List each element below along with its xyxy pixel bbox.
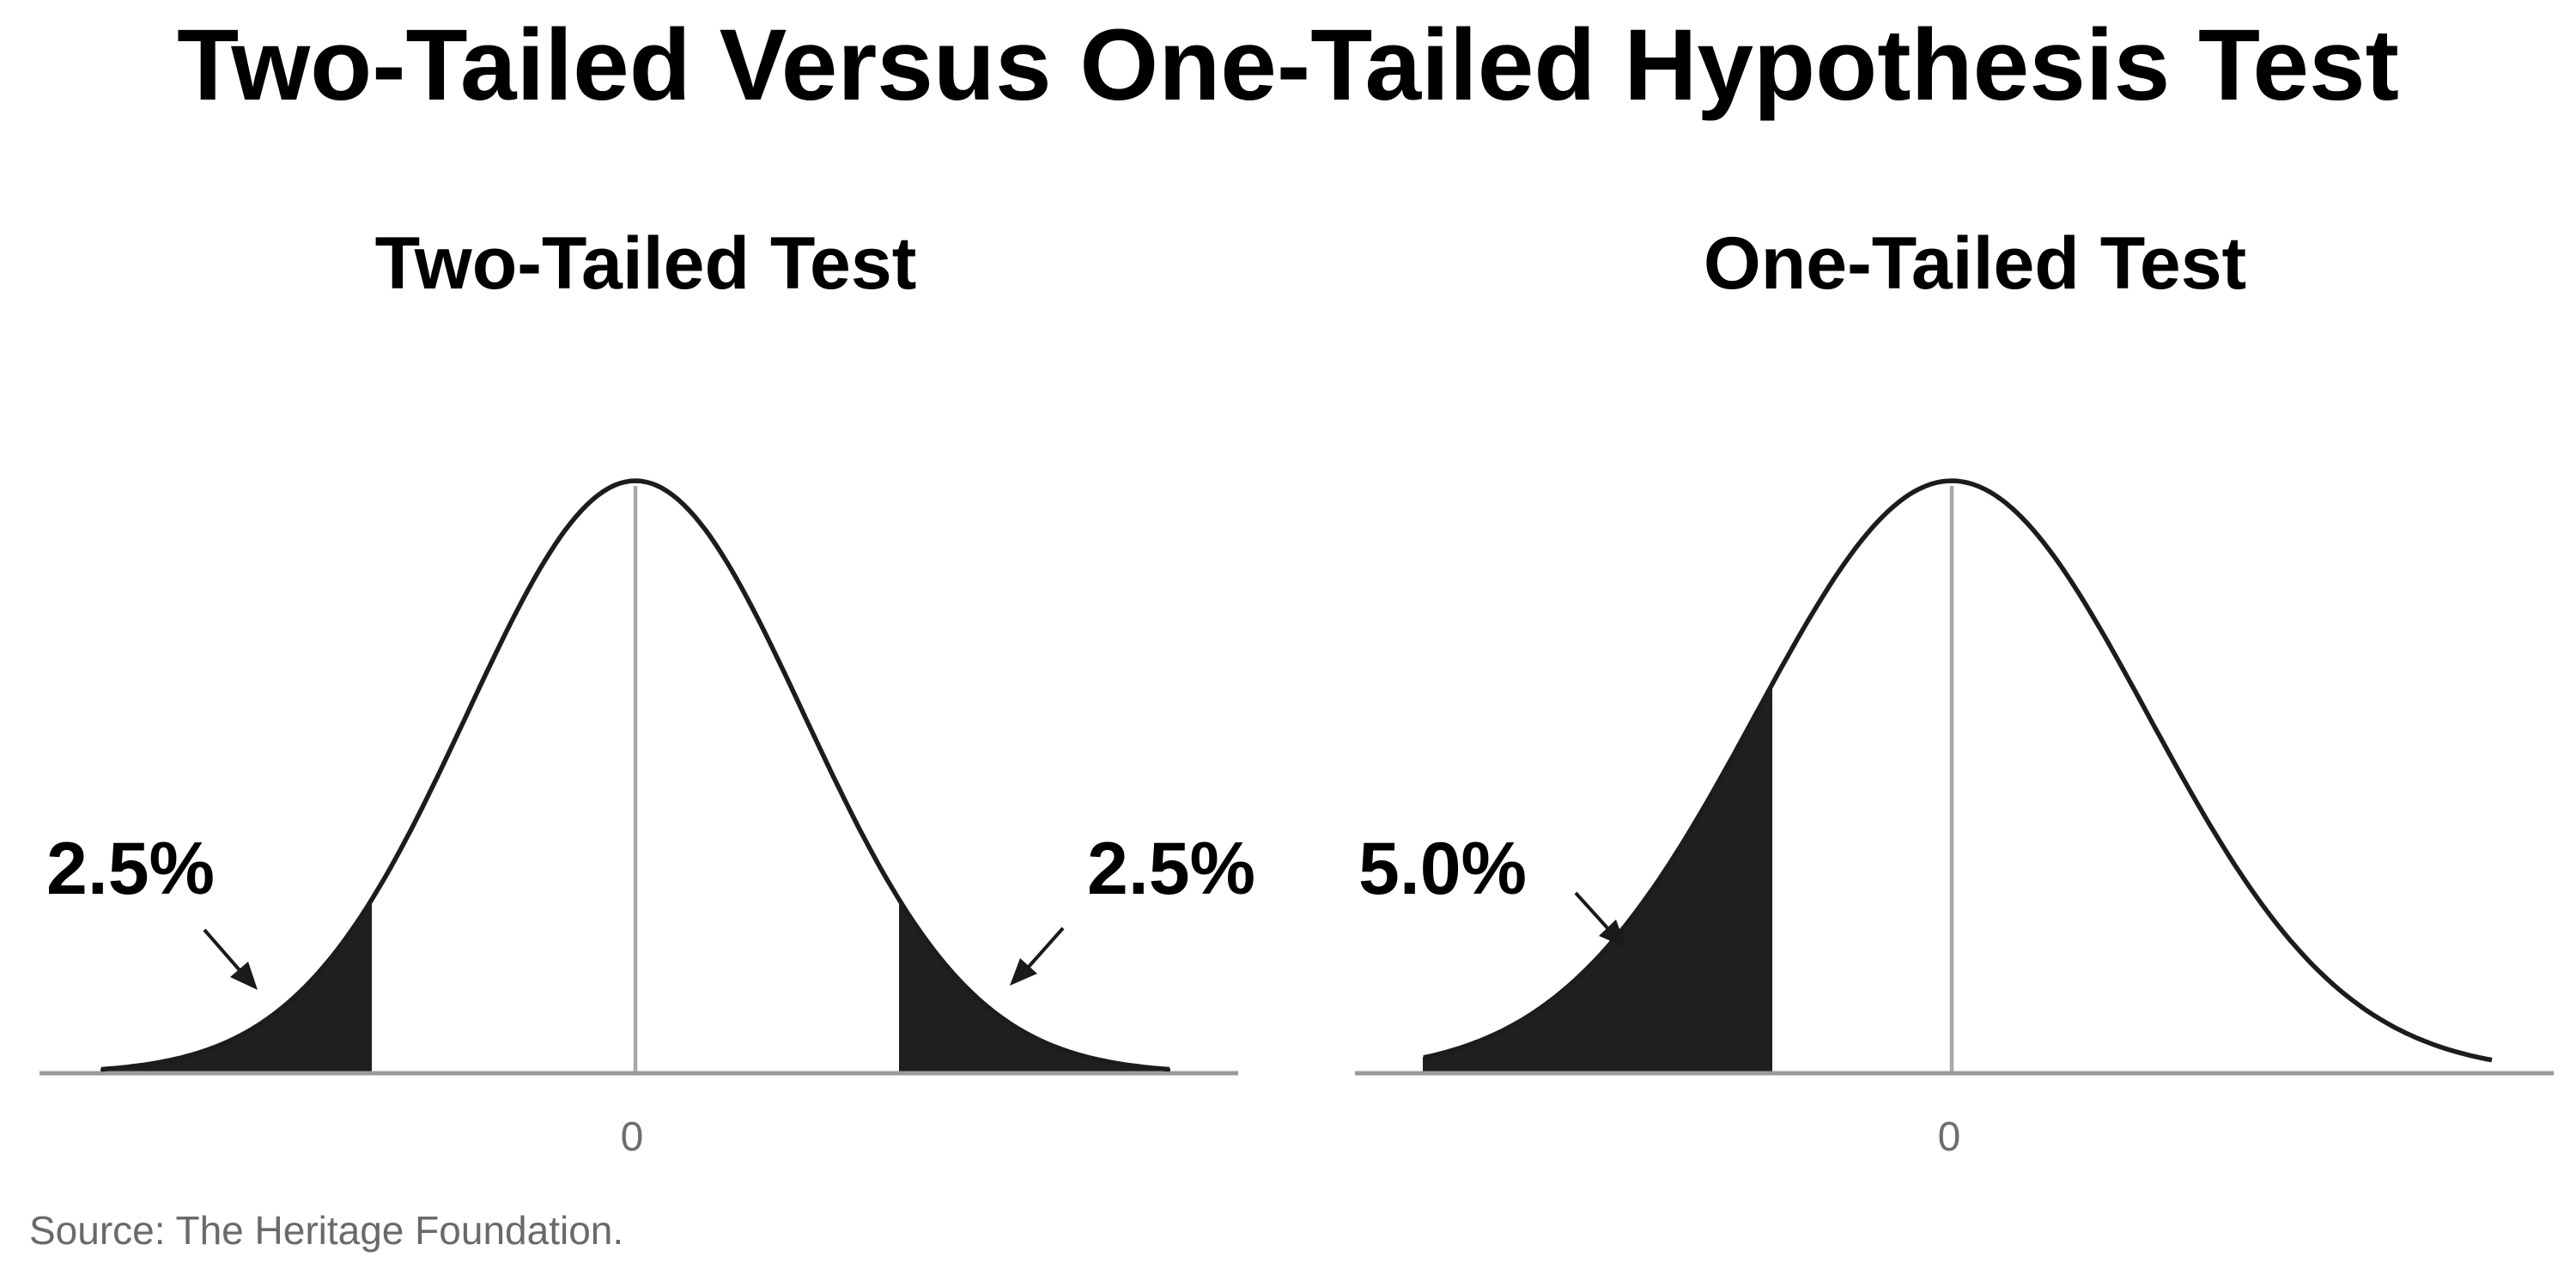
right-tail-percent-label: 2.5% (1087, 828, 1255, 910)
left-tail-percent-label: 2.5% (46, 828, 215, 910)
left-tail-arrow (1574, 891, 1626, 948)
main-title: Two-Tailed Versus One-Tailed Hypothesis … (177, 9, 2399, 122)
zero-label: 0 (621, 1114, 644, 1160)
left-tail-shaded-region (100, 897, 372, 1074)
normal-curve (1423, 478, 2493, 1063)
panel-title-one-tailed: One-Tailed Test (1704, 222, 2246, 305)
panel-two-tailed: Two-Tailed Test 0 2.5% 2.5% (39, 222, 1255, 1160)
source-note: Source: The Heritage Foundation. (29, 1208, 624, 1253)
left-tail-percent-label: 5.0% (1358, 828, 1527, 910)
panel-one-tailed: One-Tailed Test 0 5.0% (1355, 222, 2554, 1160)
panel-title-two-tailed: Two-Tailed Test (375, 222, 917, 305)
zero-label: 0 (1938, 1114, 1961, 1160)
left-tail-arrow (203, 928, 258, 990)
right-tail-arrow (1010, 926, 1065, 986)
right-tail-shaded-region (899, 897, 1170, 1074)
normal-curve (100, 478, 1170, 1072)
